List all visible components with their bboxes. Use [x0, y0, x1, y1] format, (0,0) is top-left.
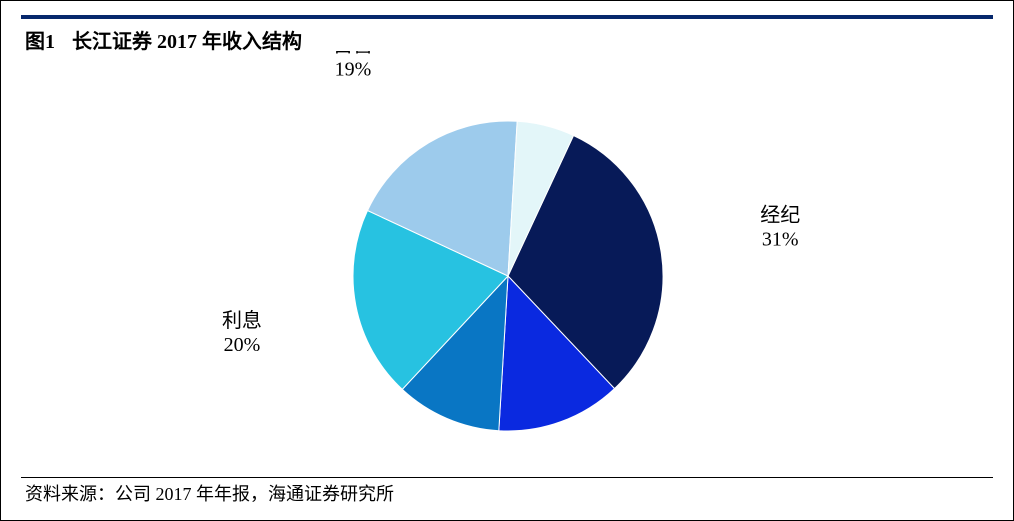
- figure-container: 图1 长江证券 2017 年收入结构 经纪31%承销13%资管11%利息20%自…: [0, 0, 1014, 521]
- source-rule: [21, 477, 993, 478]
- figure-title: 图1 长江证券 2017 年收入结构: [25, 25, 302, 54]
- title-rule: [21, 15, 993, 19]
- pie-slice-label-name: 自营: [333, 51, 373, 56]
- pie-slice-label-value: 31%: [762, 229, 799, 251]
- pie-slice-label-name: 经纪: [760, 204, 800, 227]
- figure-title-text: 长江证券 2017 年收入结构: [72, 31, 302, 53]
- pie-slice-label-value: 20%: [224, 334, 261, 356]
- figure-source: 资料来源：公司 2017 年年报，海通证券研究所: [25, 480, 394, 506]
- pie-chart-svg: 经纪31%承销13%资管11%利息20%自营19%其他6%: [1, 51, 1014, 471]
- figure-title-prefix: 图1: [25, 31, 55, 53]
- pie-slice-label-name: 利息: [222, 309, 262, 332]
- pie-slice-label-value: 19%: [335, 58, 372, 80]
- pie-chart: 经纪31%承销13%资管11%利息20%自营19%其他6%: [1, 51, 1014, 471]
